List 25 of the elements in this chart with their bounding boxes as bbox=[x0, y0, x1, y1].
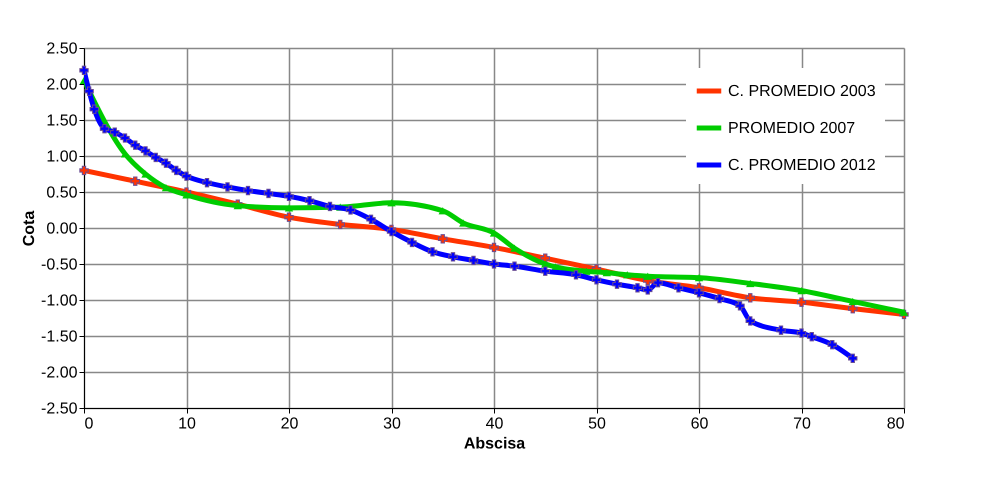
x-tick-label: 20 bbox=[280, 416, 298, 432]
x-tick-label: 80 bbox=[886, 416, 905, 432]
x-tick-label: 30 bbox=[383, 416, 401, 432]
x-tick-label: 40 bbox=[486, 416, 504, 432]
legend-label: C. PROMEDIO 2012 bbox=[728, 157, 876, 174]
x-tick-label: 70 bbox=[793, 416, 811, 432]
y-tick-label: -1.00 bbox=[41, 292, 78, 310]
x-tick-label: 50 bbox=[588, 416, 606, 432]
y-tick-label: -2.50 bbox=[41, 400, 78, 418]
x-axis-title: Abscisa bbox=[464, 436, 526, 452]
x-tick-label: 10 bbox=[178, 416, 196, 432]
y-tick-label: 2.50 bbox=[46, 40, 78, 58]
legend-label: C. PROMEDIO 2003 bbox=[728, 83, 876, 100]
x-tick-label: 60 bbox=[690, 416, 708, 432]
x-tick-label: 0 bbox=[84, 416, 94, 432]
y-tick-label: 0.50 bbox=[46, 184, 78, 202]
y-tick-label: 0.00 bbox=[46, 220, 78, 238]
y-tick-label: -1.50 bbox=[41, 328, 78, 346]
y-axis-title: Cota bbox=[21, 210, 38, 246]
y-tick-label: -0.50 bbox=[41, 256, 78, 274]
y-tick-label: 1.00 bbox=[46, 148, 78, 166]
legend-label: PROMEDIO 2007 bbox=[728, 120, 856, 137]
y-tick-label: 2.00 bbox=[46, 76, 78, 94]
y-tick-label: -2.00 bbox=[41, 364, 78, 382]
y-tick-label: 1.50 bbox=[46, 112, 78, 130]
